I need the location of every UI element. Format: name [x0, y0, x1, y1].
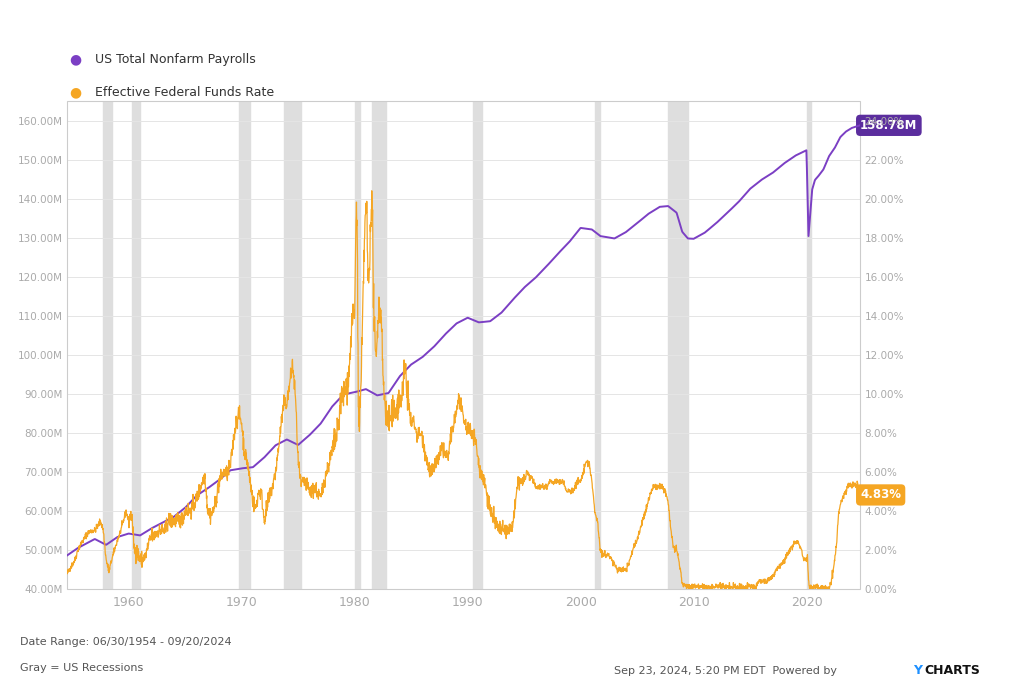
Text: 4.83%: 4.83% [860, 489, 901, 501]
Text: Y: Y [913, 664, 923, 677]
Bar [67, 101, 860, 589]
Bar [595, 101, 600, 589]
Bar [131, 101, 140, 589]
Text: Effective Federal Funds Rate: Effective Federal Funds Rate [95, 86, 274, 99]
Text: CHARTS: CHARTS [925, 664, 981, 677]
Bar [284, 101, 301, 589]
Text: Date Range: 06/30/1954 - 09/20/2024: Date Range: 06/30/1954 - 09/20/2024 [20, 637, 232, 647]
Text: Sep 23, 2024, 5:20 PM EDT  Powered by: Sep 23, 2024, 5:20 PM EDT Powered by [614, 666, 841, 675]
Text: 158.78M: 158.78M [860, 119, 918, 132]
Text: US Total Nonfarm Payrolls: US Total Nonfarm Payrolls [95, 53, 256, 66]
Text: ●: ● [70, 52, 82, 66]
Bar [807, 101, 811, 589]
Text: ●: ● [70, 86, 82, 100]
Bar [668, 101, 688, 589]
Bar [239, 101, 250, 589]
Text: Gray = US Recessions: Gray = US Recessions [20, 663, 143, 673]
Bar [103, 101, 112, 589]
Bar [354, 101, 360, 589]
Bar [372, 101, 386, 589]
Bar [473, 101, 481, 589]
